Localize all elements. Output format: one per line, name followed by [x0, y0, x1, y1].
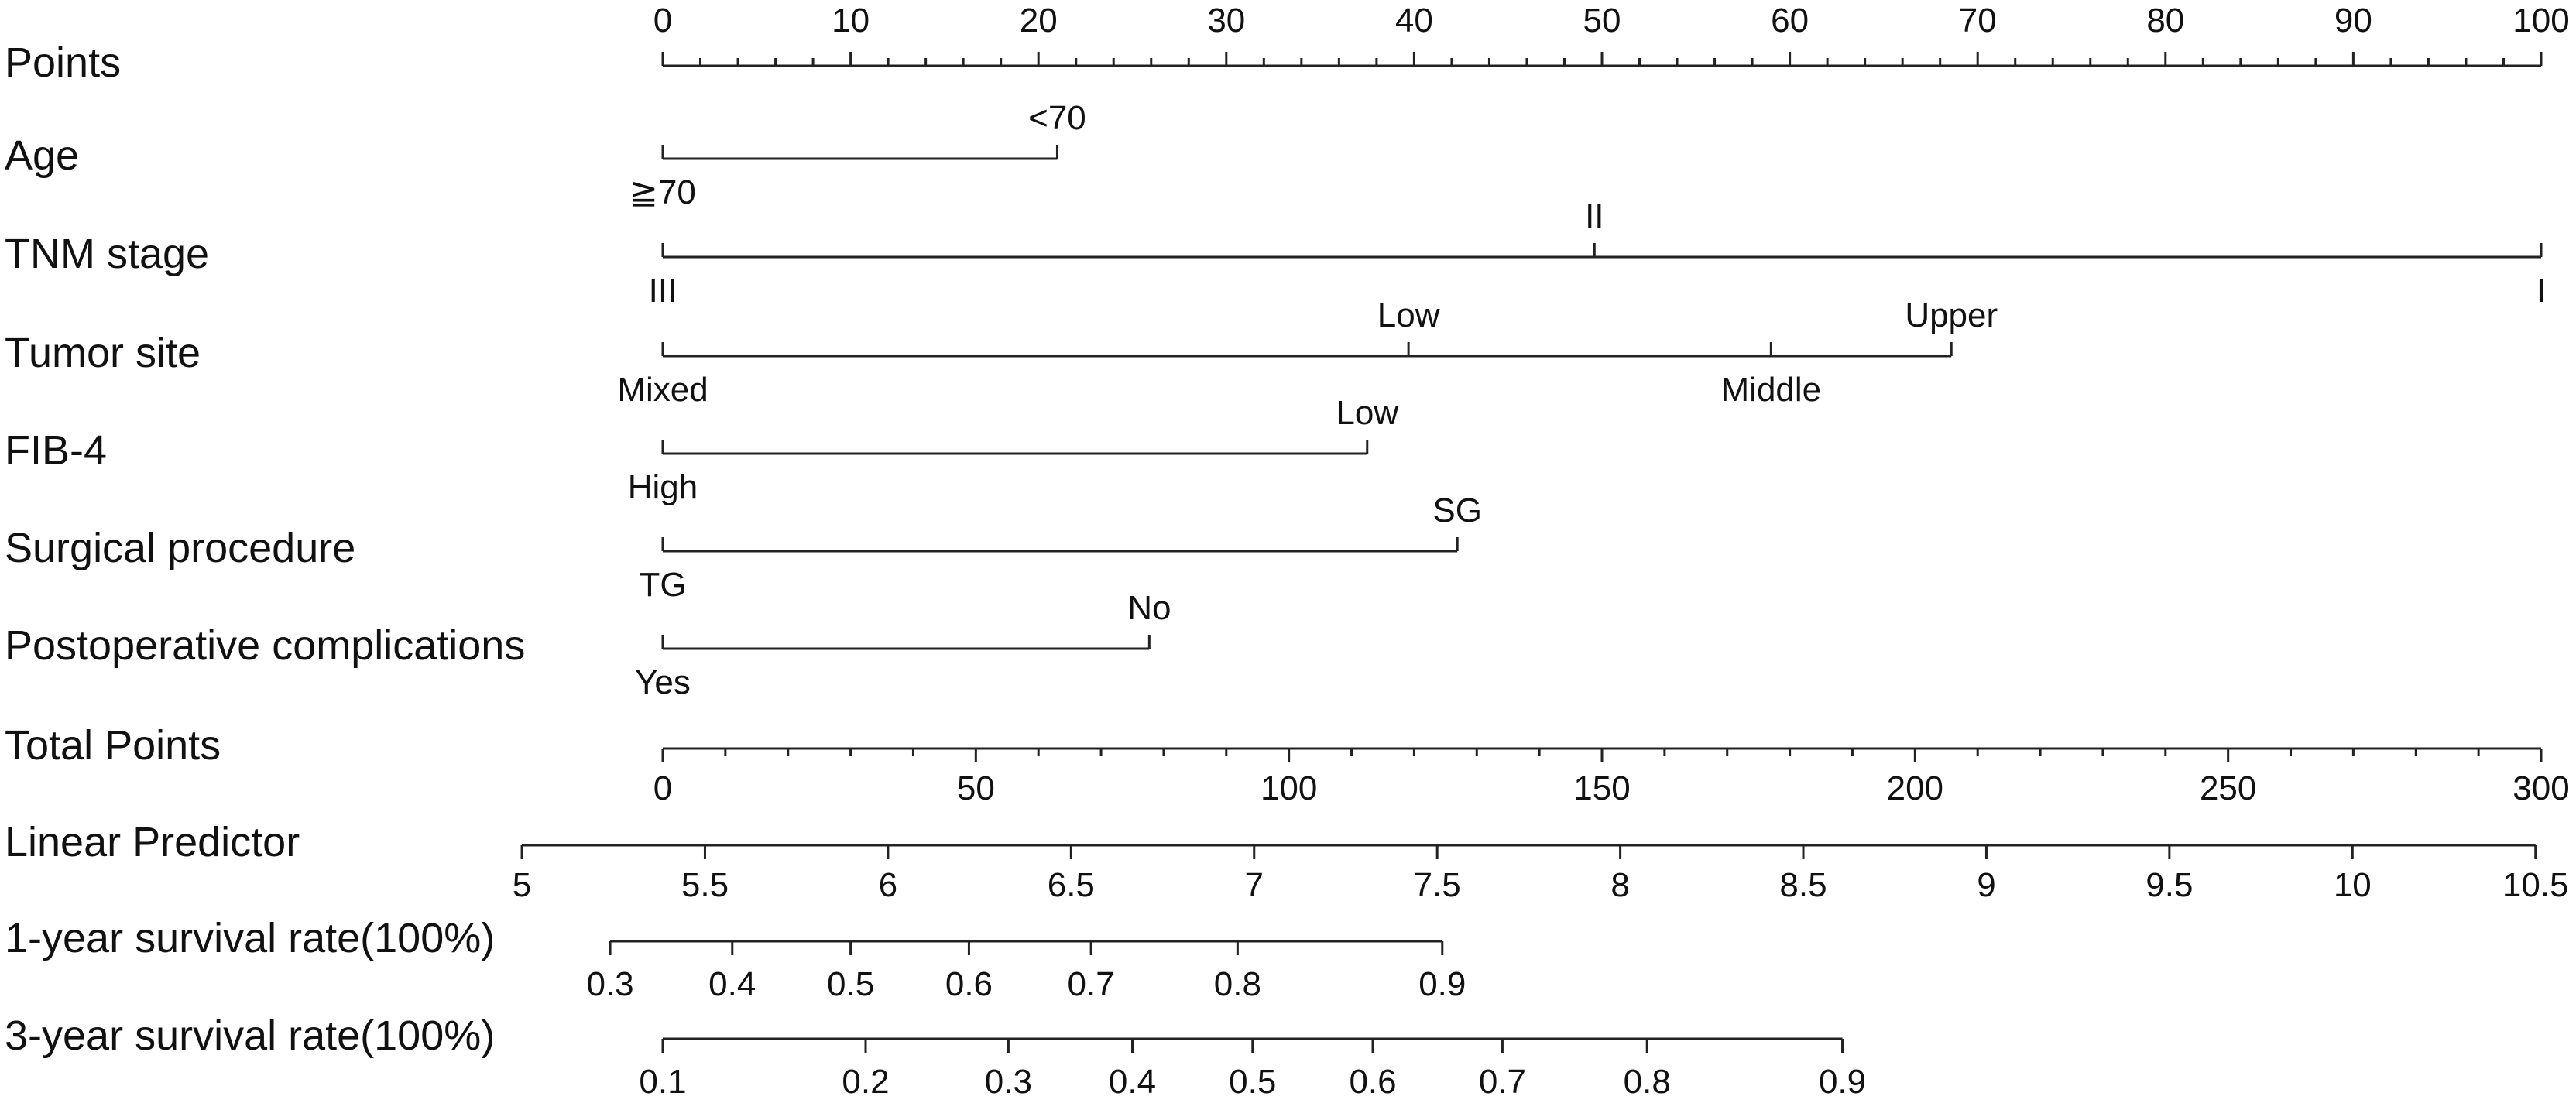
- age-level-70: ≧70: [629, 173, 696, 211]
- row-label-total_points: Total Points: [5, 722, 221, 769]
- linear_predictor-tick-label: 9: [1977, 866, 1995, 904]
- tnm_stage-level-i: I: [2537, 272, 2546, 310]
- total_points-tick-label: 50: [957, 769, 995, 807]
- survival_3yr-tick-label: 0.8: [1624, 1063, 1671, 1101]
- row-fib4: Low High: [628, 394, 1399, 506]
- linear_predictor-tick-label: 6.5: [1048, 866, 1095, 904]
- survival_1yr-tick-label: 0.3: [586, 965, 633, 1003]
- row-surgical_procedure: SG TG: [639, 492, 1482, 604]
- survival_1yr-tick-label: 0.7: [1068, 965, 1115, 1003]
- linear_predictor-tick-label: 7.5: [1414, 866, 1461, 904]
- points-tick-label: 90: [2334, 2, 2372, 39]
- row-linear_predictor: 5 5.5 6 6.5 7 7.5 8 8.5 9 9.5 10 10.5: [513, 844, 2569, 904]
- row-postop_complications: No Yes: [635, 589, 1171, 701]
- tumor_site-level-low: Low: [1377, 296, 1440, 334]
- linear_predictor-tick-label: 9.5: [2146, 866, 2193, 904]
- row-label-survival_1yr: 1-year survival rate(100%): [5, 915, 495, 961]
- tumor_site-level-upper: Upper: [1905, 296, 1998, 334]
- surgical_procedure-level-sg: SG: [1432, 492, 1482, 529]
- row-tumor_site: Low Upper Mixed Middle: [617, 296, 1998, 409]
- linear_predictor-tick-label: 10: [2334, 866, 2372, 904]
- tumor_site-level-middle: Middle: [1721, 371, 1822, 409]
- age-level-70: <70: [1028, 99, 1086, 137]
- survival_3yr-tick-label: 0.5: [1229, 1063, 1276, 1101]
- points-tick-label: 40: [1395, 2, 1433, 39]
- tnm_stage-level-ii: II: [1585, 197, 1604, 235]
- row-survival_1yr: 0.3 0.4 0.5 0.6 0.7 0.8 0.9: [586, 940, 1466, 1003]
- surgical_procedure-level-tg: TG: [639, 566, 686, 604]
- survival_3yr-tick-label: 0.2: [842, 1063, 889, 1101]
- survival_1yr-tick-label: 0.9: [1418, 965, 1466, 1003]
- linear_predictor-tick-label: 10.5: [2502, 866, 2569, 904]
- row-labels: Points Age TNM stage Tumor site FIB-4 Surgica…: [5, 39, 525, 1059]
- survival_1yr-tick-label: 0.5: [827, 965, 874, 1003]
- points-tick-label: 60: [1771, 2, 1809, 39]
- row-label-fib4: FIB-4: [5, 427, 107, 474]
- linear_predictor-tick-label: 7: [1245, 866, 1264, 904]
- postop_complications-level-yes: Yes: [635, 663, 691, 701]
- linear_predictor-tick-label: 6: [879, 866, 897, 904]
- survival_3yr-tick-label: 0.9: [1819, 1063, 1866, 1101]
- survival_3yr-tick-label: 0.1: [639, 1063, 686, 1101]
- row-total_points: 0 50 100 150 200 250 300: [653, 747, 2570, 807]
- points-tick-label: 20: [1020, 2, 1058, 39]
- survival_1yr-tick-label: 0.6: [945, 965, 993, 1003]
- points-tick-label: 0: [653, 2, 672, 39]
- row-label-tnm_stage: TNM stage: [5, 231, 209, 277]
- survival_3yr-tick-label: 0.4: [1109, 1063, 1156, 1101]
- fib4-level-low: Low: [1336, 394, 1398, 432]
- total_points-tick-label: 200: [1887, 769, 1943, 807]
- total_points-tick-label: 0: [653, 769, 672, 807]
- points-tick-label: 30: [1207, 2, 1245, 39]
- total_points-tick-label: 150: [1573, 769, 1630, 807]
- total_points-tick-label: 300: [2513, 769, 2569, 807]
- row-label-survival_3yr: 3-year survival rate(100%): [5, 1012, 495, 1059]
- row-label-points: Points: [5, 39, 121, 86]
- survival_3yr-tick-label: 0.6: [1349, 1063, 1396, 1101]
- linear_predictor-tick-label: 5: [513, 866, 531, 904]
- survival_1yr-tick-label: 0.8: [1214, 965, 1261, 1003]
- row-label-age: Age: [5, 132, 79, 179]
- row-label-surgical_procedure: Surgical procedure: [5, 525, 355, 571]
- survival_1yr-tick-label: 0.4: [708, 965, 756, 1003]
- linear_predictor-tick-label: 8: [1610, 866, 1629, 904]
- points-tick-label: 70: [1959, 2, 1997, 39]
- points-tick-label: 100: [2513, 2, 2569, 39]
- row-age: <70 ≧70: [629, 99, 1086, 211]
- total_points-tick-label: 250: [2200, 769, 2256, 807]
- linear_predictor-tick-label: 8.5: [1779, 866, 1827, 904]
- row-label-postop_complications: Postoperative complications: [5, 622, 525, 669]
- row-label-tumor_site: Tumor site: [5, 330, 201, 376]
- row-points: 0 10 20 30 40 50 60 70 80 90 100: [653, 2, 2570, 67]
- points-tick-label: 80: [2146, 2, 2184, 39]
- fib4-level-high: High: [628, 468, 698, 506]
- row-label-linear_predictor: Linear Predictor: [5, 819, 300, 865]
- points-tick-label: 50: [1583, 2, 1621, 39]
- points-tick-label: 10: [832, 2, 870, 39]
- linear_predictor-tick-label: 5.5: [681, 866, 729, 904]
- tumor_site-level-mixed: Mixed: [617, 371, 708, 409]
- survival_3yr-tick-label: 0.7: [1479, 1063, 1526, 1101]
- row-survival_3yr: 0.1 0.2 0.3 0.4 0.5 0.6 0.7 0.8 0.9: [639, 1037, 1866, 1101]
- tnm_stage-level-iii: III: [649, 272, 677, 310]
- survival_3yr-tick-label: 0.3: [985, 1063, 1032, 1101]
- total_points-tick-label: 100: [1261, 769, 1317, 807]
- postop_complications-level-no: No: [1127, 589, 1171, 627]
